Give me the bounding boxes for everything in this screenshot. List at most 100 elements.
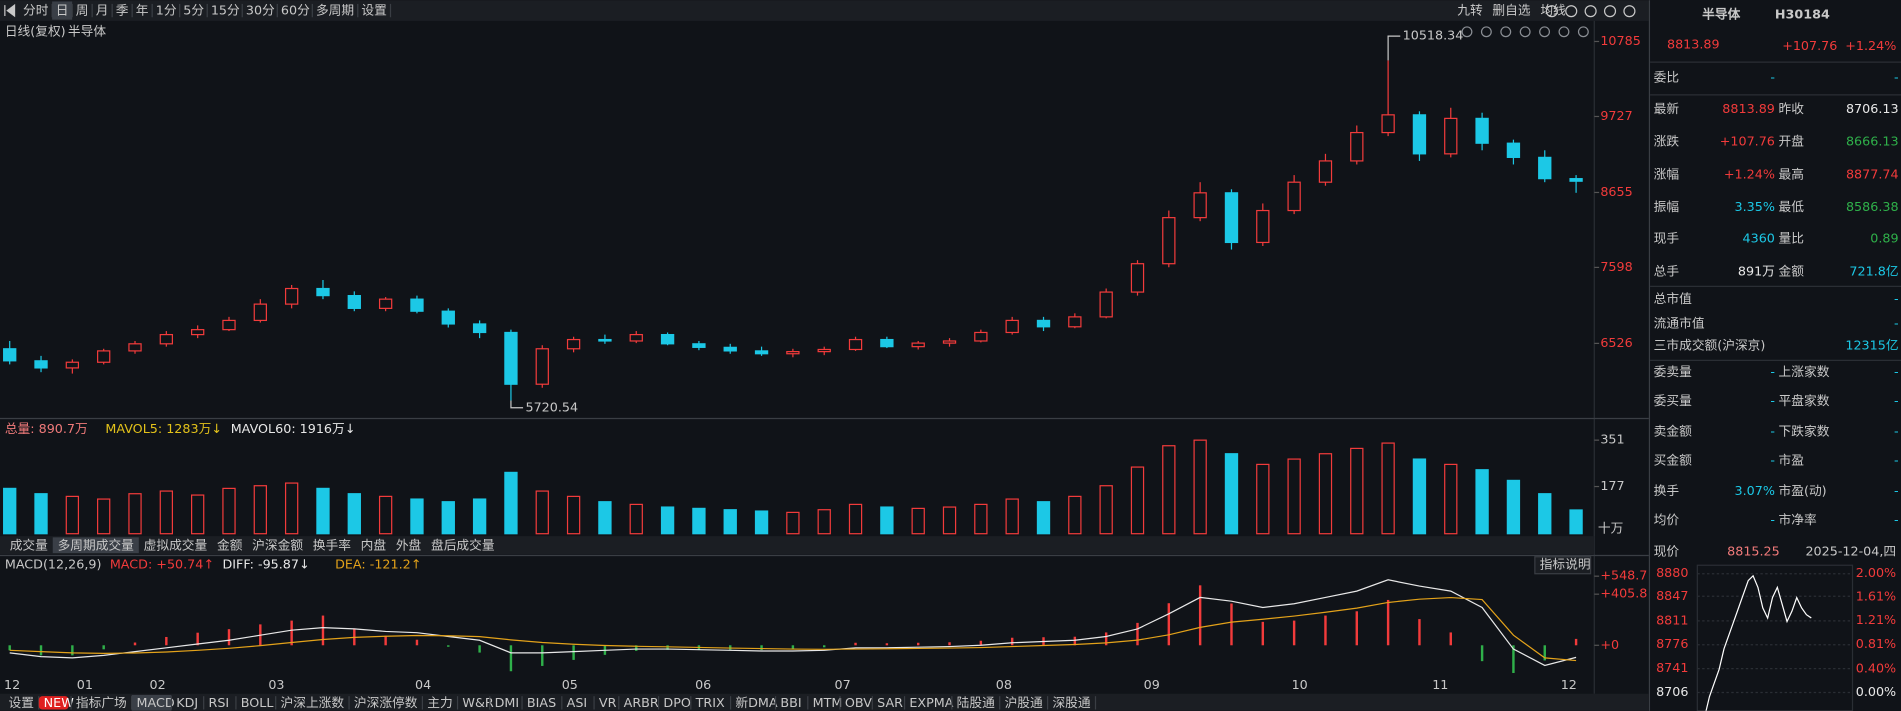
indicator-tab[interactable]: TRIX: [695, 695, 725, 710]
candle-body: [222, 319, 236, 331]
indicator-tab[interactable]: DMI: [495, 695, 520, 710]
toolbar-icon[interactable]: [1565, 5, 1578, 18]
toolbar-action[interactable]: 均线: [1540, 3, 1566, 18]
row-value: -: [1894, 315, 1899, 330]
annotation-leader: [510, 400, 524, 409]
indicator-tab[interactable]: 主力: [427, 695, 452, 710]
volume-tab[interactable]: 盘后成交量: [431, 537, 495, 552]
toolbar-action[interactable]: 九转: [1457, 3, 1483, 18]
toolbar-icon[interactable]: [1603, 5, 1617, 18]
indicator-tab[interactable]: EXPMA: [909, 695, 953, 710]
y2-tick-label: 0.00%: [1856, 684, 1896, 699]
volume-bar: [472, 498, 487, 535]
volume-tab[interactable]: 内盘: [361, 537, 387, 552]
toolbar-tab[interactable]: 1分: [156, 3, 177, 18]
indicator-tab[interactable]: 陆股通: [957, 695, 995, 710]
indicator-tab[interactable]: 设置: [8, 695, 34, 710]
toolbar-tab[interactable]: 年: [136, 3, 149, 18]
row-value: -: [1770, 69, 1775, 84]
indicator-tab[interactable]: ASI: [567, 695, 588, 710]
indicator-tab[interactable]: BOLL: [241, 695, 275, 710]
candle-body: [128, 343, 142, 352]
intraday-price: 8815.25: [1727, 543, 1780, 558]
candle-body: [1475, 117, 1489, 144]
volume-tab[interactable]: 换手率: [313, 537, 351, 552]
volume-tab[interactable]: 成交量: [10, 537, 48, 552]
chart-icon[interactable]: [1539, 26, 1551, 38]
candle-body: [1287, 181, 1301, 212]
volume-tab[interactable]: 虚拟成交量: [144, 537, 208, 552]
y-tick-label: +405.8: [1600, 586, 1647, 601]
intraday-date: 2025-12-04,四: [1805, 543, 1896, 558]
volume-bar: [97, 498, 111, 535]
volume-bar: [1538, 493, 1552, 535]
volume-bar: [504, 471, 518, 535]
indicator-tab[interactable]: KDJ: [176, 695, 198, 710]
volume-tab[interactable]: 多周期成交量: [58, 537, 135, 552]
indicator-tab[interactable]: SAR: [877, 695, 903, 710]
toolbar-tab[interactable]: 设置: [361, 3, 387, 18]
toolbar-tab[interactable]: 多周期: [316, 3, 354, 18]
volume-bar: [911, 507, 925, 535]
volume-tab[interactable]: 金额: [217, 537, 243, 552]
chart-icon[interactable]: [1480, 26, 1492, 38]
indicator-tab[interactable]: 新DMA: [735, 695, 777, 710]
toolbar-tab[interactable]: 日: [56, 3, 69, 18]
volume-bar: [190, 494, 205, 535]
indicator-tab[interactable]: 深股通: [1052, 695, 1090, 710]
indicator-tab[interactable]: MTM: [813, 695, 843, 710]
row-value: -: [1894, 364, 1899, 379]
row-value: 3.35%: [1735, 199, 1775, 214]
indicator-tab[interactable]: 沪深上涨数: [281, 695, 345, 710]
toolbar-tab[interactable]: 月: [96, 3, 109, 18]
indicator-tab[interactable]: 沪股通: [1005, 695, 1043, 710]
indicator-tab[interactable]: 指标广场: [76, 695, 127, 710]
toolbar-tab[interactable]: 周: [76, 3, 89, 18]
toolbar-action[interactable]: 删自选: [1492, 3, 1530, 18]
toolbar-icon[interactable]: [1623, 5, 1636, 18]
volume-bar: [410, 498, 424, 535]
volume-bar: [34, 493, 48, 535]
indicator-tab[interactable]: DPO: [663, 695, 690, 710]
axis-unit: 十万: [1598, 520, 1623, 535]
toolbar-tab[interactable]: 5分: [183, 3, 204, 18]
candle-body: [660, 333, 675, 345]
indicator-tab[interactable]: BBI: [780, 695, 801, 710]
volume-bar: [629, 503, 643, 535]
volume-bar: [974, 503, 988, 535]
row-value: -: [1894, 291, 1899, 306]
icon: [4, 3, 16, 18]
toolbar-icon[interactable]: [1545, 5, 1558, 18]
toolbar-icon[interactable]: [1584, 5, 1597, 18]
chart-icon[interactable]: [1519, 26, 1531, 38]
volume-legend: 总量: 890.7万: [5, 421, 88, 436]
indicator-tab[interactable]: W&R: [462, 695, 493, 710]
toolbar-tab[interactable]: 分时: [23, 3, 49, 18]
chart-icon[interactable]: [1500, 26, 1512, 38]
volume-tab[interactable]: 外盘: [396, 537, 422, 552]
help-button[interactable]: [1534, 556, 1592, 575]
indicator-tab[interactable]: ARBR: [624, 695, 659, 710]
toolbar-tab[interactable]: 季: [116, 3, 129, 18]
chart-icon[interactable]: [1577, 26, 1589, 38]
row-label: 委比: [1654, 69, 1679, 84]
toolbar-tab[interactable]: 60分: [281, 3, 310, 18]
indicator-tab[interactable]: NEW: [44, 695, 75, 710]
help-label[interactable]: 指标说明: [1540, 557, 1591, 572]
chart-icon[interactable]: [1461, 26, 1473, 38]
candle-body: [1162, 217, 1176, 265]
indicator-tab[interactable]: 沪深涨停数: [354, 695, 418, 710]
indicator-tab[interactable]: RSI: [209, 695, 230, 710]
candle-body: [817, 348, 831, 353]
volume-tab[interactable]: 沪深金额: [252, 537, 303, 552]
indicator-tab[interactable]: VR: [599, 695, 617, 710]
row-value: -: [1770, 423, 1775, 438]
candle-body: [1193, 192, 1207, 219]
indicator-tab[interactable]: MACD: [137, 695, 175, 710]
x-tick-label: 05: [562, 677, 578, 692]
toolbar-tab[interactable]: 30分: [246, 3, 275, 18]
chart-icon[interactable]: [1558, 26, 1570, 38]
toolbar-tab[interactable]: 15分: [211, 3, 240, 18]
indicator-tab[interactable]: OBV: [845, 695, 872, 710]
indicator-tab[interactable]: BIAS: [527, 695, 556, 710]
